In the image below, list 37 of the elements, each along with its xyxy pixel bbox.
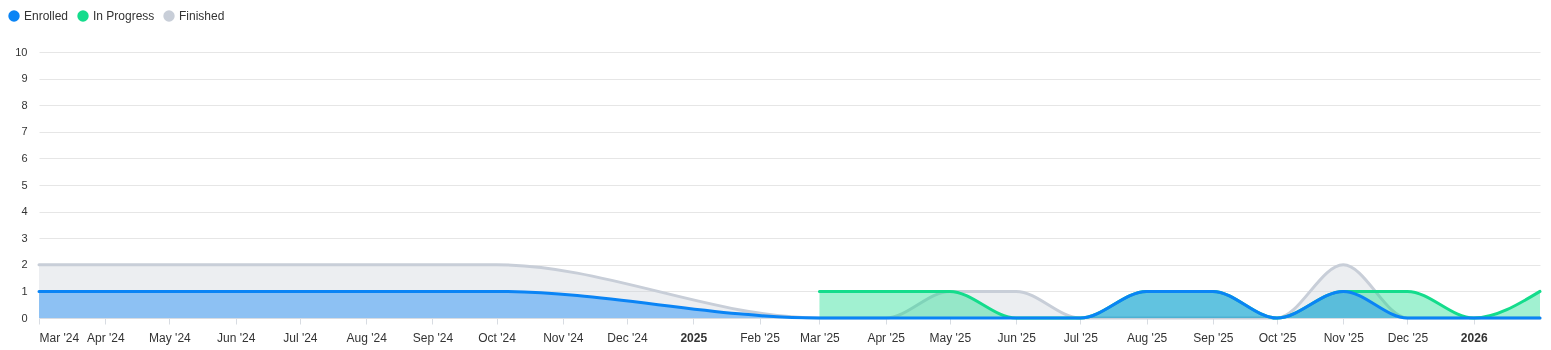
x-tick-label: May '25: [929, 330, 972, 345]
x-tick-label: Jun '25: [997, 330, 1037, 345]
y-tick-label: 10: [15, 45, 28, 58]
x-tick-label: Jul '24: [283, 330, 318, 345]
x-tick-label: Nov '25: [1323, 330, 1365, 345]
y-tick-label: 8: [21, 98, 28, 111]
x-tick-label: Oct '25: [1258, 330, 1297, 345]
x-tick-label: Aug '25: [1126, 330, 1168, 345]
y-tick-label: 9: [21, 72, 28, 85]
x-tick-label: Sep '24: [412, 330, 454, 345]
x-tick-label: 2025: [680, 330, 708, 345]
y-tick-label: 3: [21, 231, 28, 244]
x-tick-label: Nov '24: [543, 330, 584, 345]
legend-label: Enrolled: [24, 9, 69, 23]
x-tick-label: Jul '25: [1063, 330, 1099, 345]
y-tick-label: 4: [21, 205, 28, 218]
legend-label: In Progress: [93, 9, 155, 23]
legend-label: Finished: [179, 9, 225, 23]
x-tick-label: Dec '25: [1387, 330, 1429, 345]
x-tick-label: Jun '24: [217, 330, 256, 345]
x-tick-label: Mar '25: [800, 330, 841, 345]
x-tick-label: May '24: [149, 330, 192, 345]
x-tick-label: Oct '24: [478, 330, 517, 345]
x-tick-label: 2026: [1460, 330, 1488, 345]
y-tick-label: 5: [21, 178, 28, 191]
y-tick-label: 6: [21, 151, 28, 164]
x-tick-label: Aug '24: [346, 330, 388, 345]
y-tick-label: 0: [21, 311, 28, 324]
x-tick-label: Apr '25: [867, 330, 906, 345]
y-tick-label: 1: [21, 284, 28, 297]
x-tick-label: Apr '24: [86, 330, 125, 345]
x-tick-label: Dec '24: [607, 330, 648, 345]
x-tick-label: Feb '25: [740, 330, 781, 345]
x-tick-label: Mar '24: [39, 330, 80, 345]
x-tick-label: Sep '25: [1193, 330, 1234, 345]
y-tick-label: 2: [21, 258, 28, 271]
y-tick-label: 7: [21, 125, 28, 138]
